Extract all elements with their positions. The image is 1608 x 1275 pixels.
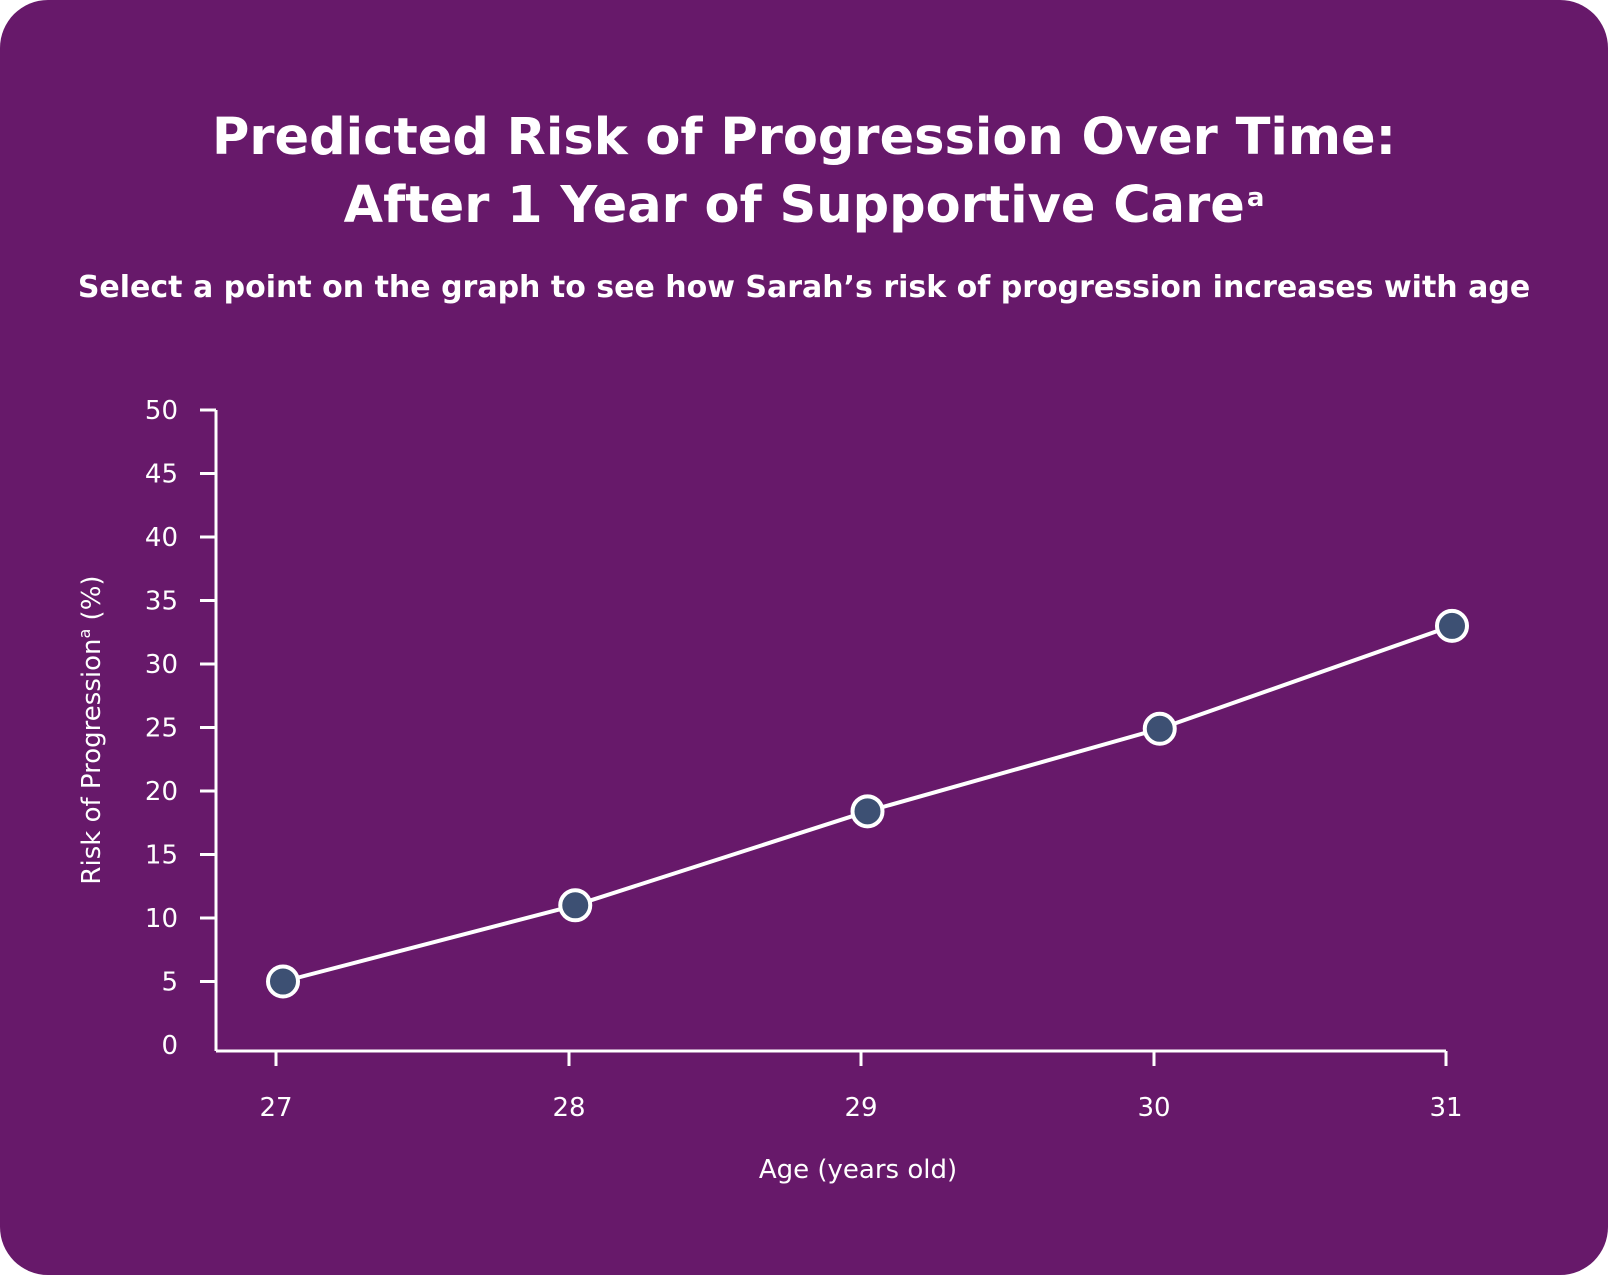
x-tick-label: 31 bbox=[1429, 1093, 1462, 1123]
x-tick-label: 27 bbox=[259, 1093, 292, 1123]
chart-subtitle: Select a point on the graph to see how S… bbox=[77, 270, 1531, 305]
y-tick-label: 45 bbox=[145, 460, 178, 490]
y-axis-label: Risk of Progressiona (%) bbox=[75, 575, 107, 884]
data-points bbox=[266, 608, 1469, 999]
y-axis-label-suffix: (%) bbox=[77, 575, 107, 628]
y-tick-label: 35 bbox=[145, 587, 178, 617]
y-tick-label: 40 bbox=[145, 523, 178, 553]
data-point[interactable] bbox=[850, 794, 885, 829]
chart-title-line2: After 1 Year of Supportive Carea bbox=[0, 172, 1608, 240]
x-tick-label: 30 bbox=[1137, 1093, 1170, 1123]
y-axis-label-superscript: a bbox=[75, 629, 94, 639]
chart-title-line2-text: After 1 Year of Supportive Care bbox=[343, 176, 1245, 235]
x-axis-ticks: 27 28 29 30 31 bbox=[259, 1051, 1463, 1123]
x-tick-label: 28 bbox=[552, 1093, 585, 1123]
chart-title-line1: Predicted Risk of Progression Over Time: bbox=[0, 104, 1608, 172]
y-tick-label: 5 bbox=[161, 968, 178, 998]
data-point[interactable] bbox=[266, 964, 300, 999]
y-tick-label: 30 bbox=[145, 650, 178, 680]
y-tick-label: 50 bbox=[145, 396, 178, 426]
data-point[interactable] bbox=[1435, 608, 1469, 643]
x-axis-label: Age (years old) bbox=[759, 1155, 957, 1185]
chart-title-line1-text: Predicted Risk of Progression Over Time: bbox=[212, 108, 1396, 167]
y-axis-label-main: Risk of Progression bbox=[77, 639, 107, 885]
y-tick-label: 0 bbox=[161, 1031, 178, 1061]
title-footnote-marker: a bbox=[1246, 183, 1265, 213]
y-axis-ticks: 0 5 10 15 20 25 30 35 40 45 50 bbox=[145, 396, 216, 1061]
y-tick-label: 10 bbox=[145, 904, 178, 934]
x-tick-label: 29 bbox=[844, 1093, 877, 1123]
y-tick-label: 25 bbox=[145, 714, 178, 744]
data-point[interactable] bbox=[1142, 711, 1177, 746]
y-tick-label: 20 bbox=[145, 777, 178, 807]
data-point[interactable] bbox=[558, 888, 593, 923]
y-tick-label: 15 bbox=[145, 841, 178, 871]
